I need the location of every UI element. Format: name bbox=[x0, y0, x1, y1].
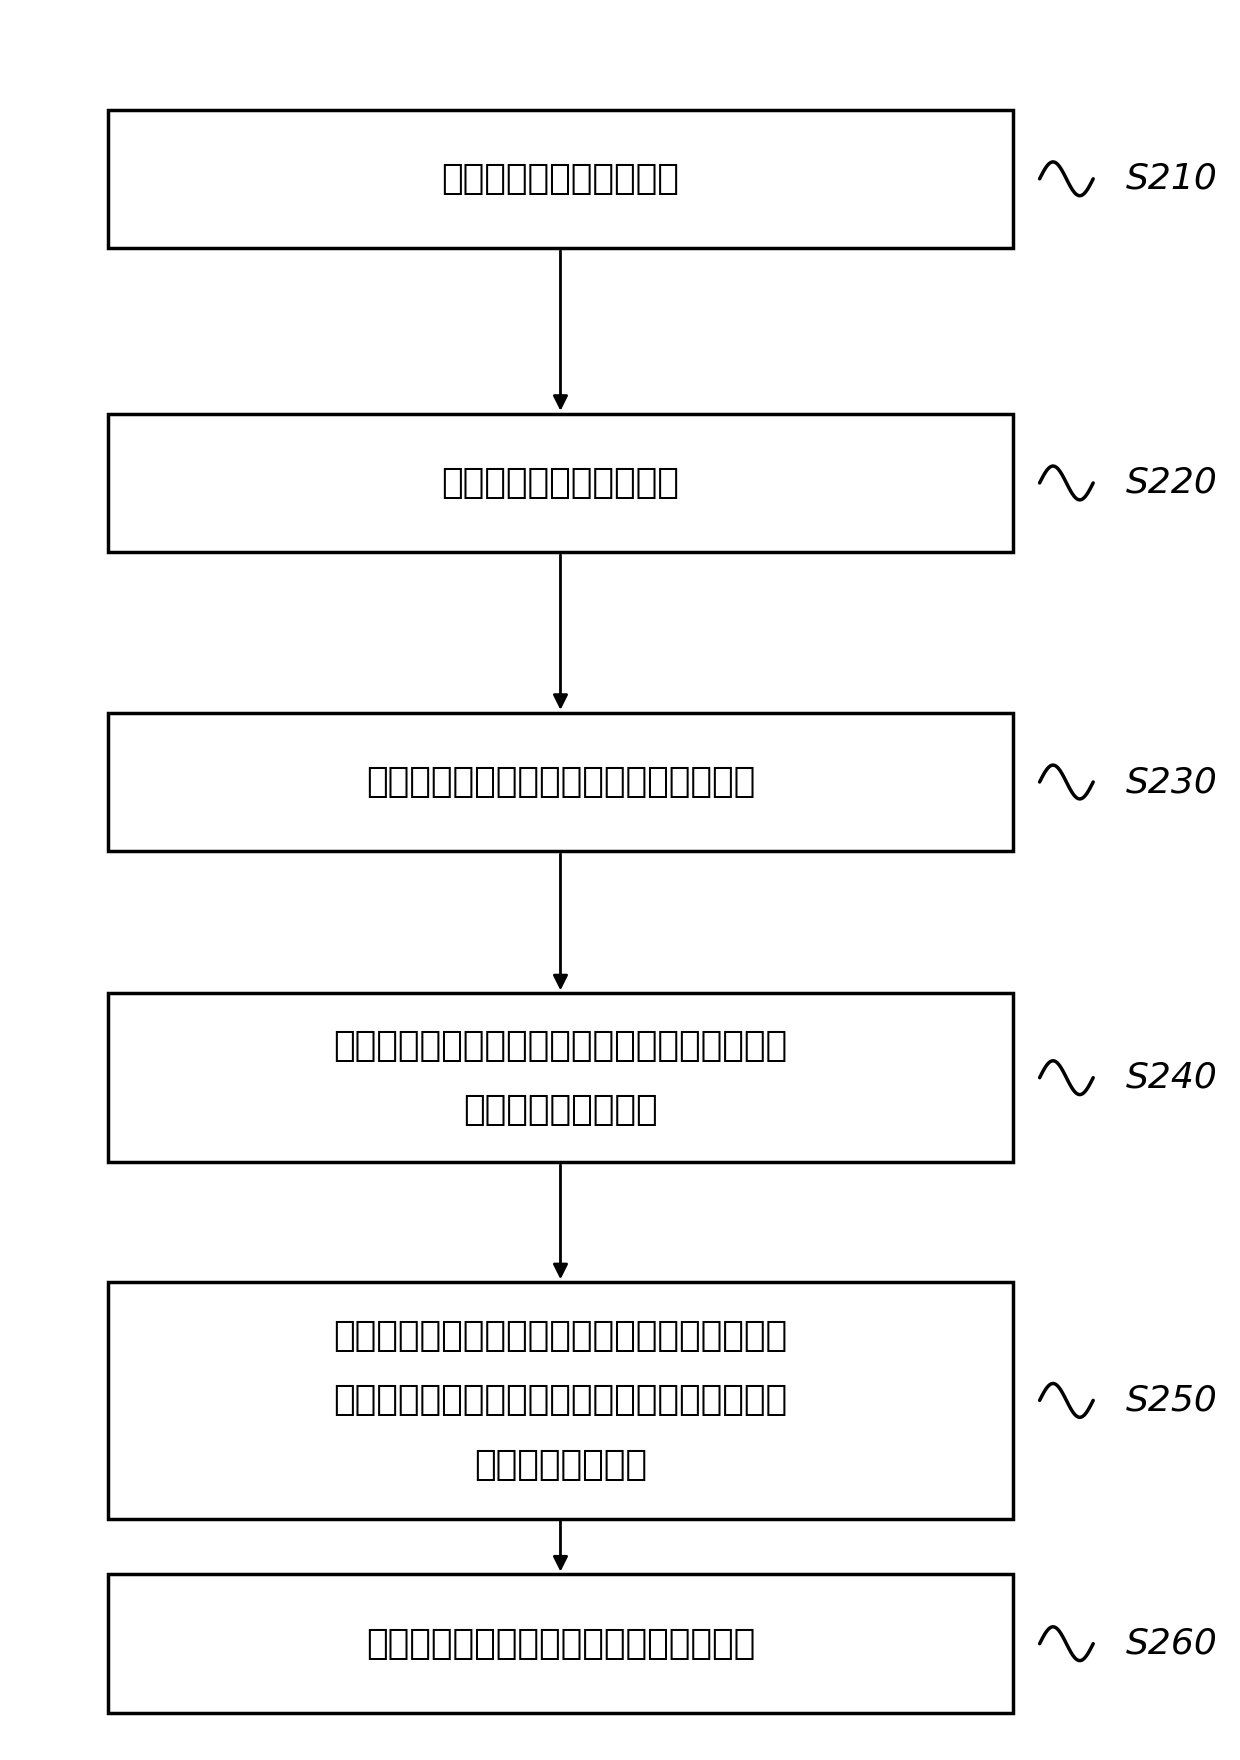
Text: 判断电池的当前荷电状态所处的阈值范围: 判断电池的当前荷电状态所处的阈值范围 bbox=[366, 766, 755, 799]
Text: S260: S260 bbox=[1126, 1626, 1218, 1661]
FancyBboxPatch shape bbox=[108, 109, 1013, 248]
Text: 当控制混合动力汽车的行驶速度达到目标档位的: 当控制混合动力汽车的行驶速度达到目标档位的 bbox=[334, 1320, 787, 1353]
Text: 标档位的换挡速度: 标档位的换挡速度 bbox=[474, 1448, 647, 1482]
FancyBboxPatch shape bbox=[108, 1575, 1013, 1712]
Text: 根据电池的当前荷电状态所处的阈值范围，调整: 根据电池的当前荷电状态所处的阈值范围，调整 bbox=[334, 1028, 787, 1063]
Text: 目标档位的换挡速度: 目标档位的换挡速度 bbox=[464, 1093, 657, 1126]
Text: S250: S250 bbox=[1126, 1383, 1218, 1417]
Text: S230: S230 bbox=[1126, 766, 1218, 799]
FancyBboxPatch shape bbox=[108, 414, 1013, 553]
Text: S220: S220 bbox=[1126, 466, 1218, 500]
Text: 换挡速度时，保持混合动力汽车的行驶速度为目: 换挡速度时，保持混合动力汽车的行驶速度为目 bbox=[334, 1383, 787, 1417]
Text: 获取电池的当前荷电状态: 获取电池的当前荷电状态 bbox=[441, 466, 680, 500]
FancyBboxPatch shape bbox=[108, 993, 1013, 1162]
Text: S240: S240 bbox=[1126, 1061, 1218, 1095]
FancyBboxPatch shape bbox=[108, 713, 1013, 852]
Text: 获取用户输入的升档指令: 获取用户输入的升档指令 bbox=[441, 162, 680, 195]
FancyBboxPatch shape bbox=[108, 1281, 1013, 1519]
Text: S210: S210 bbox=[1126, 162, 1218, 195]
Text: 控制变速箱切换到目标档位对应的传动比: 控制变速箱切换到目标档位对应的传动比 bbox=[366, 1626, 755, 1661]
